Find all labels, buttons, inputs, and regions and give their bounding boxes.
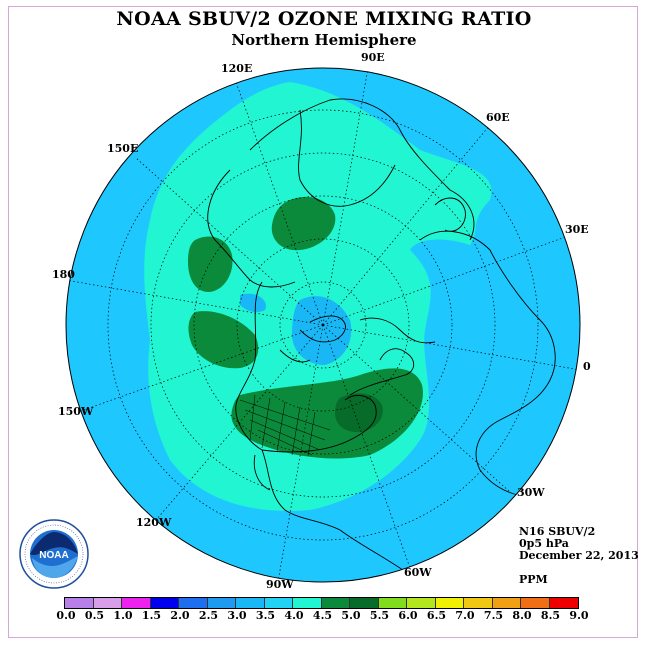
color-scale-tick-label: 2.5: [198, 609, 219, 622]
polar-low-region: [291, 296, 352, 365]
noaa-logo: NOAA: [19, 519, 89, 589]
color-swatch: [65, 598, 94, 608]
svg-text:NOAA: NOAA: [39, 550, 68, 561]
color-swatch: [122, 598, 151, 608]
color-scale-tick-label: 4.5: [312, 609, 333, 622]
color-swatch: [407, 598, 436, 608]
color-swatch: [435, 598, 464, 608]
lon-label-150e: 150E: [107, 142, 139, 155]
lon-label-150w: 150W: [58, 405, 94, 418]
color-scale-tick-label: 6.0: [398, 609, 418, 622]
color-swatch: [264, 598, 293, 608]
color-scale-tick-label: 2.0: [170, 609, 190, 622]
europe-outline: [419, 230, 556, 497]
color-scale-tick-label: 7.5: [483, 609, 504, 622]
color-scale-tick-label: 4.0: [284, 609, 304, 622]
color-scale-tick-label: 1.5: [141, 609, 162, 622]
color-scale-tick-label: 5.0: [341, 609, 361, 622]
greenland-outline: [349, 348, 415, 396]
map-boundary: [65, 67, 581, 583]
color-scale-bar: [64, 597, 579, 609]
color-swatch: [521, 598, 550, 608]
peak-ozone-region: [335, 393, 383, 433]
units-label: PPM: [519, 573, 548, 586]
color-swatch: [492, 598, 521, 608]
color-scale-tick-label: 0.0: [56, 609, 76, 622]
color-swatch: [236, 598, 265, 608]
pressure-label: 0p5 hPa: [519, 537, 569, 550]
lon-label-60w: 60W: [404, 566, 432, 579]
lon-label-120e: 120E: [221, 62, 253, 75]
color-scale-tick-label: 3.5: [255, 609, 276, 622]
asia-east-outline: [207, 169, 296, 288]
color-scale-tick-label: 1.0: [113, 609, 133, 622]
lon-label-60e: 60E: [486, 111, 510, 124]
map-subtitle: Northern Hemisphere: [231, 31, 417, 49]
north-america-outline: [235, 281, 411, 576]
color-swatch: [150, 598, 179, 608]
lon-label-180: 180: [52, 268, 75, 281]
date-label: December 22, 2013: [519, 549, 639, 562]
color-scale-tick-label: 6.5: [426, 609, 447, 622]
color-swatch: [378, 598, 407, 608]
lon-label-0: 0: [583, 360, 591, 373]
map-title: NOAA SBUV/2 OZONE MIXING RATIO: [116, 8, 532, 30]
lon-label-90w: 90W: [266, 578, 294, 591]
high-ozone-region: [271, 196, 336, 251]
color-swatch: [179, 598, 208, 608]
satellite-label: N16 SBUV/2: [519, 525, 596, 538]
plot-frame: [8, 6, 638, 638]
color-scale-tick-label: 8.0: [512, 609, 532, 622]
color-swatch: [350, 598, 379, 608]
color-scale-tick-label: 5.5: [369, 609, 390, 622]
color-scale-tick-label: 9.0: [569, 609, 589, 622]
color-scale-tick-label: 3.0: [227, 609, 247, 622]
lon-label-30w: 30W: [517, 486, 545, 499]
lon-label-120w: 120W: [136, 516, 172, 529]
color-scale-tick-label: 0.5: [84, 609, 105, 622]
lon-label-30e: 30E: [565, 223, 589, 236]
color-swatch: [321, 598, 350, 608]
color-swatch: [93, 598, 122, 608]
color-scale-tick-label: 8.5: [540, 609, 561, 622]
color-swatch: [207, 598, 236, 608]
lon-label-90e: 90E: [361, 51, 385, 64]
color-swatch: [549, 598, 578, 608]
color-scale-tick-label: 7.0: [455, 609, 475, 622]
color-swatch: [293, 598, 322, 608]
color-swatch: [464, 598, 493, 608]
